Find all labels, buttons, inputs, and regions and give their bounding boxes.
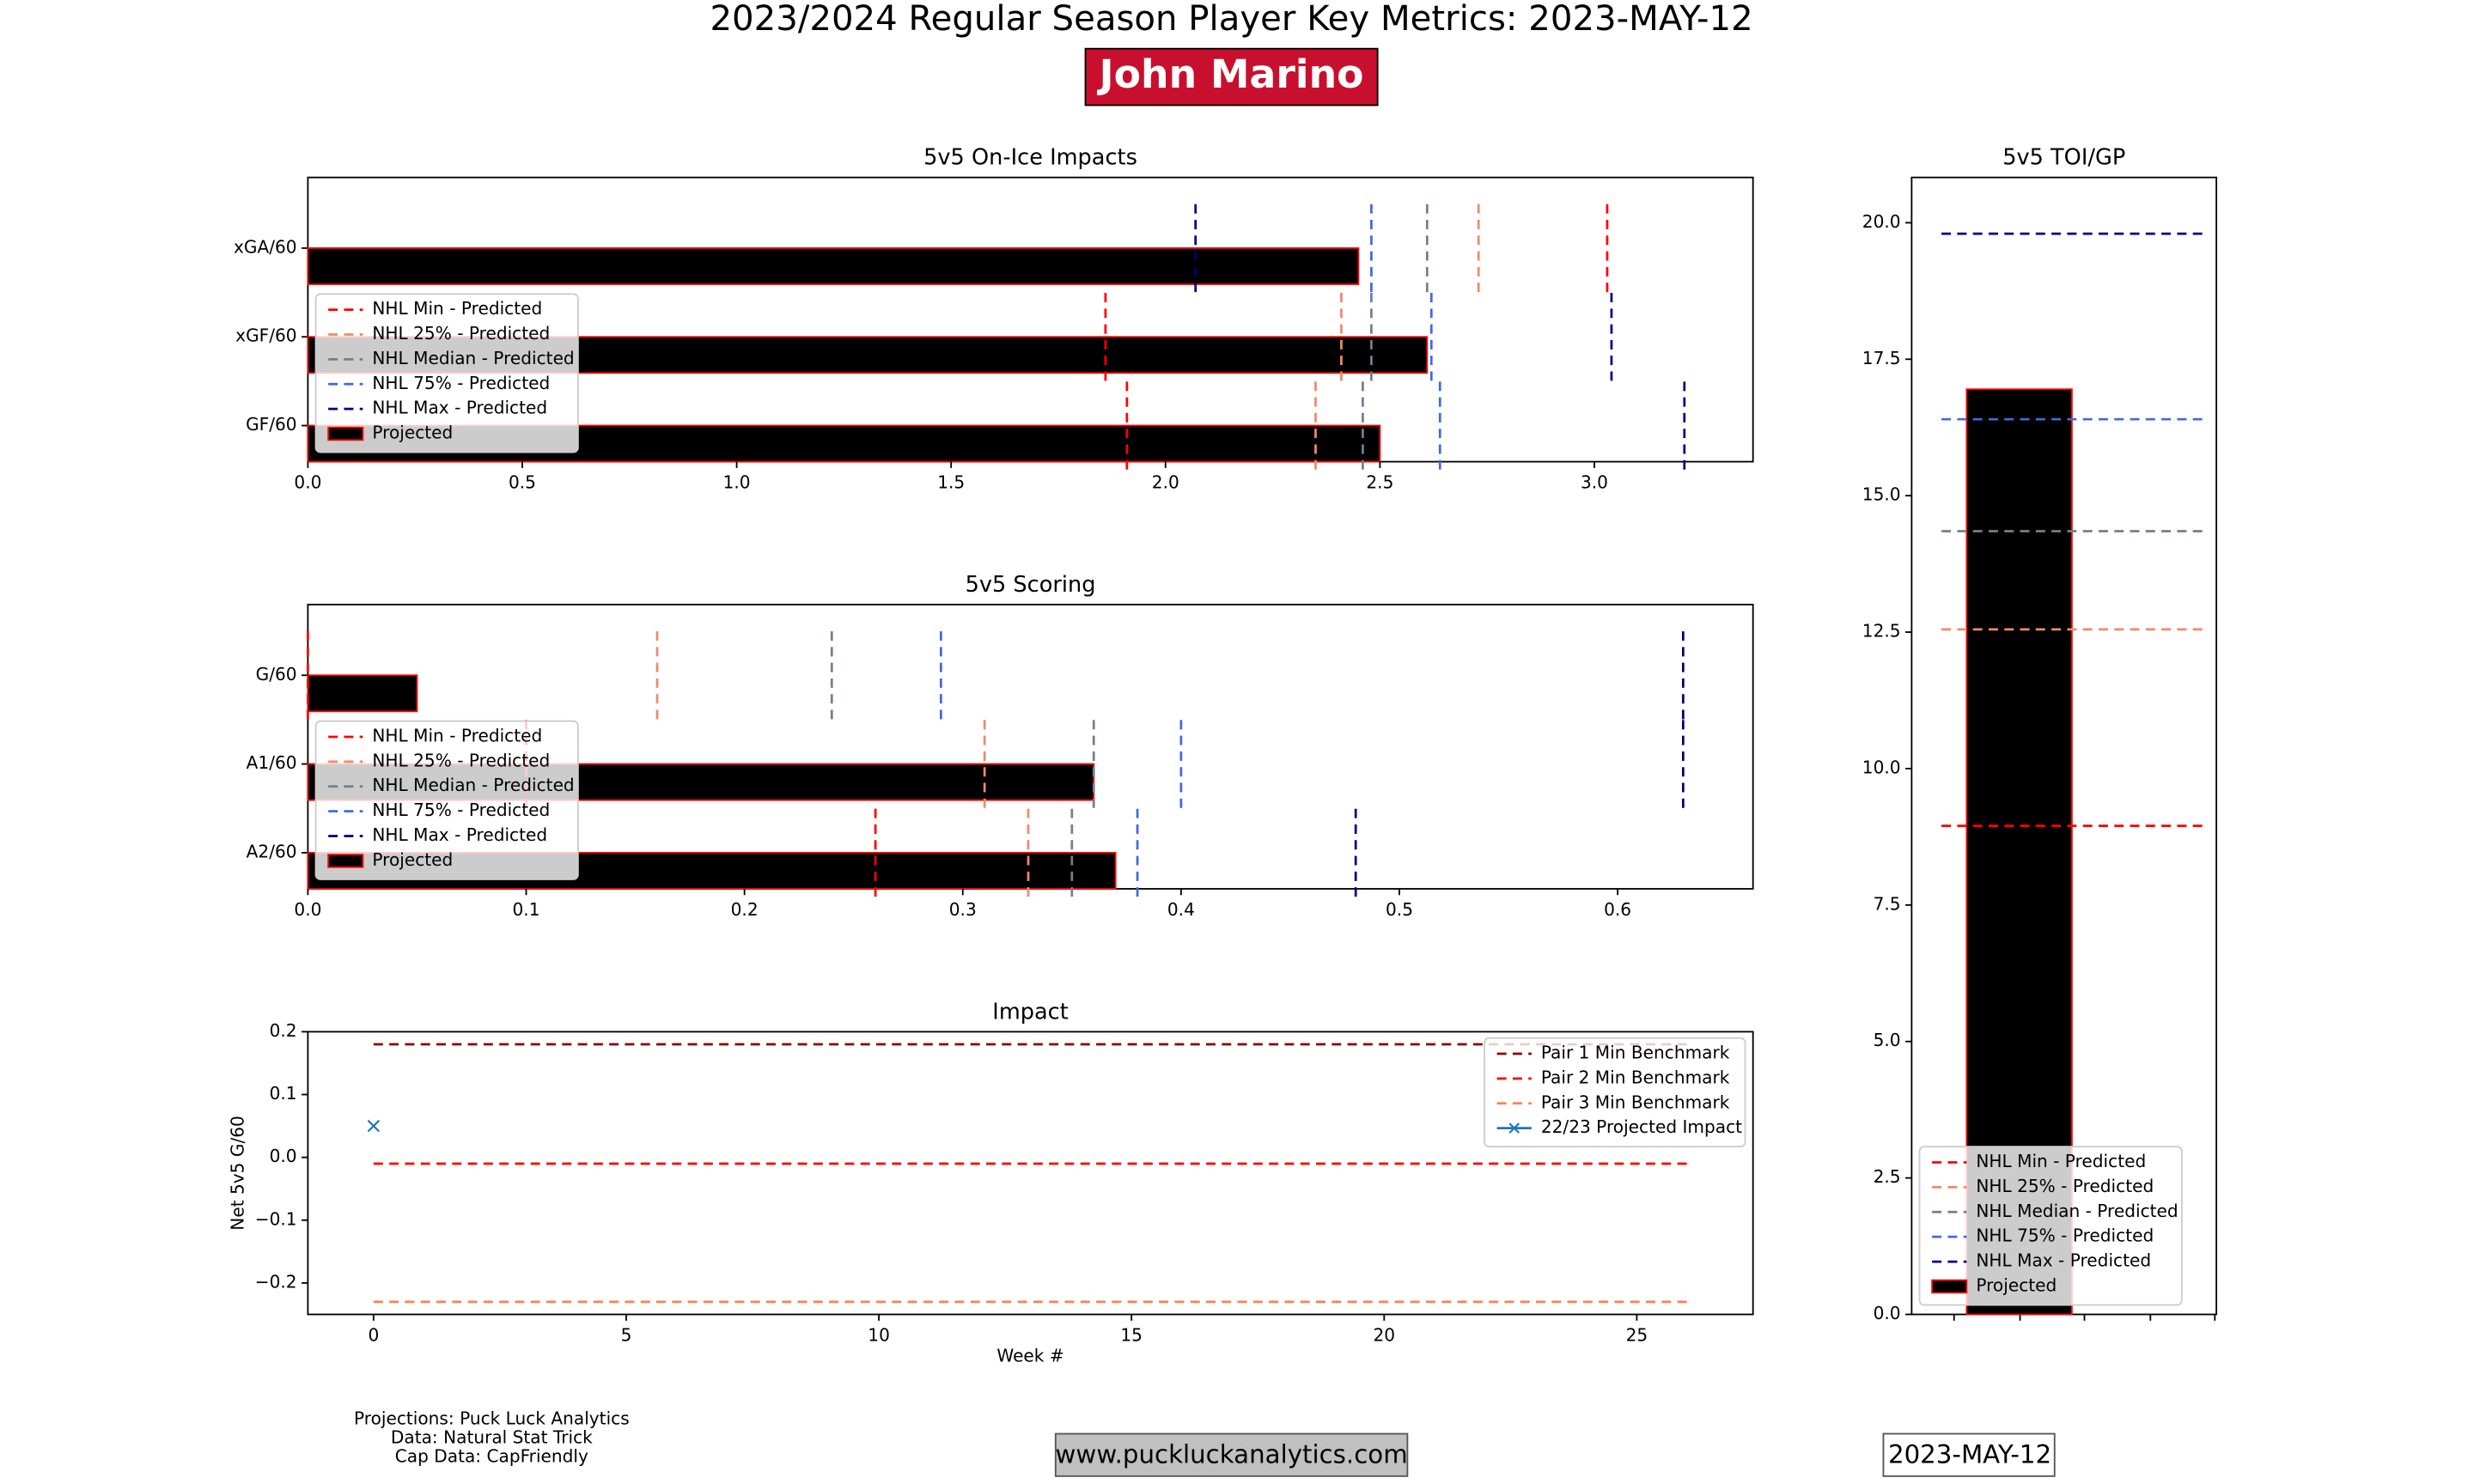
y-tick-label: 12.5: [1862, 621, 1901, 642]
legend-box: [314, 293, 579, 453]
legend-box: [1918, 1146, 2183, 1306]
legend-label: Pair 1 Min Benchmark: [1541, 1042, 1730, 1062]
legend-label: NHL Max - Predicted: [372, 824, 547, 845]
credit: Cap Data: CapFriendly: [395, 1445, 588, 1466]
x-tick-label: 15: [1120, 1325, 1143, 1346]
y-tick-label: GF/60: [246, 414, 297, 435]
y-tick-label: A1/60: [247, 752, 297, 773]
x-tick-label: 1.0: [723, 472, 751, 493]
legend-label: NHL Median - Predicted: [1976, 1201, 2178, 1221]
legend-label: Pair 3 Min Benchmark: [1541, 1092, 1730, 1112]
chart-title: 5v5 TOI/GP: [2002, 145, 2125, 171]
legend-label: NHL 25% - Predicted: [372, 323, 550, 344]
y-tick-label: 15.0: [1862, 484, 1901, 505]
legend-swatch: [327, 854, 364, 868]
chart-title: 5v5 Scoring: [966, 572, 1096, 598]
y-tick-label: 0.0: [1874, 1303, 1901, 1323]
y-tick-label: 17.5: [1862, 348, 1901, 368]
toi-x-ticks: [1953, 1314, 2216, 1321]
y-tick-label: −0.1: [255, 1208, 297, 1229]
x-tick-label: 1.5: [937, 472, 965, 493]
legend-label: NHL 25% - Predicted: [1976, 1176, 2154, 1196]
x-tick-label: 5: [621, 1325, 632, 1346]
y-tick-label: 2.5: [1874, 1166, 1901, 1187]
player-name: John Marino: [1097, 52, 1364, 97]
x-tick-label: 0.2: [731, 899, 759, 920]
date: 2023-MAY-12: [1888, 1440, 2051, 1469]
legend-label: NHL 75% - Predicted: [1976, 1226, 2154, 1246]
x-tick-label: 0.0: [294, 472, 321, 493]
x-tick-label: 0: [368, 1325, 379, 1346]
x-tick-label: 0.5: [509, 472, 536, 493]
legend-label: NHL Max - Predicted: [1976, 1250, 2151, 1271]
axes-frame: [307, 1031, 1754, 1316]
x-tick-label: 3.0: [1581, 472, 1608, 493]
legend-label: NHL Min - Predicted: [372, 725, 542, 745]
credit: Projections: Puck Luck Analytics: [354, 1408, 630, 1429]
bar: [307, 674, 418, 713]
legend-label: NHL Median - Predicted: [372, 775, 574, 795]
bar: [307, 247, 1360, 285]
legend-label: NHL 75% - Predicted: [372, 800, 550, 820]
legend-label: Projected: [372, 423, 453, 443]
y-tick-label: 20.0: [1862, 211, 1901, 232]
legend-label: NHL Min - Predicted: [1976, 1151, 2146, 1171]
chart-title: Impact: [992, 999, 1069, 1025]
legend-label: NHL 25% - Predicted: [372, 750, 550, 770]
y-axis-label: Net 5v5 G/60: [227, 1116, 247, 1231]
x-tick-label: 0.3: [949, 899, 977, 920]
x-tick-label: 0.4: [1167, 899, 1195, 920]
chart-title: 5v5 On-Ice Impacts: [923, 145, 1137, 171]
x-tick-label: 0.1: [513, 899, 540, 920]
legend-label: NHL Max - Predicted: [372, 398, 547, 418]
y-tick-label: 10.0: [1862, 757, 1901, 777]
page-title: 2023/2024 Regular Season Player Key Metr…: [710, 0, 1752, 39]
x-tick-label: 20: [1373, 1325, 1395, 1346]
legend-box: [1484, 1037, 1746, 1148]
legend-label: 22/23 Projected Impact: [1541, 1116, 1742, 1137]
x-tick-label: 2.5: [1366, 472, 1393, 493]
x-tick-label: 10: [868, 1325, 890, 1346]
legend-swatch: [327, 426, 364, 441]
website-box: [1054, 1432, 1409, 1477]
website: www.puckluckanalytics.com: [1056, 1440, 1408, 1469]
y-tick-label: G/60: [256, 664, 297, 684]
legend-label: Projected: [1976, 1274, 2057, 1295]
y-tick-label: 0.2: [270, 1020, 297, 1041]
x-axis-label: Week #: [996, 1345, 1063, 1365]
legend-box: [314, 720, 579, 880]
legend-label: Projected: [372, 849, 453, 870]
y-tick-label: 0.1: [270, 1083, 297, 1104]
y-tick-label: A2/60: [247, 841, 297, 861]
legend-swatch: [1508, 1122, 1520, 1134]
credit: Data: Natural Stat Trick: [391, 1426, 593, 1447]
x-tick-label: 25: [1626, 1325, 1648, 1346]
y-tick-label: 0.0: [270, 1146, 297, 1166]
y-tick-label: −0.2: [255, 1271, 297, 1292]
point: [367, 1119, 381, 1133]
y-tick-label: 7.5: [1874, 893, 1901, 914]
legend-label: NHL 75% - Predicted: [372, 373, 550, 393]
legend-label: Pair 2 Min Benchmark: [1541, 1067, 1730, 1087]
x-tick-label: 2.0: [1152, 472, 1179, 493]
y-tick-label: xGF/60: [235, 325, 296, 346]
y-tick-label: 5.0: [1874, 1030, 1901, 1050]
legend-label: NHL Median - Predicted: [372, 348, 574, 368]
player-badge: [1084, 47, 1379, 106]
date-box: [1882, 1432, 2056, 1477]
y-tick-label: xGA/60: [234, 236, 297, 257]
legend-label: NHL Min - Predicted: [372, 298, 542, 319]
x-tick-label: 0.6: [1604, 899, 1631, 920]
legend-swatch: [1931, 1279, 1968, 1294]
x-tick-label: 0.5: [1386, 899, 1413, 920]
x-tick-label: 0.0: [294, 899, 321, 920]
